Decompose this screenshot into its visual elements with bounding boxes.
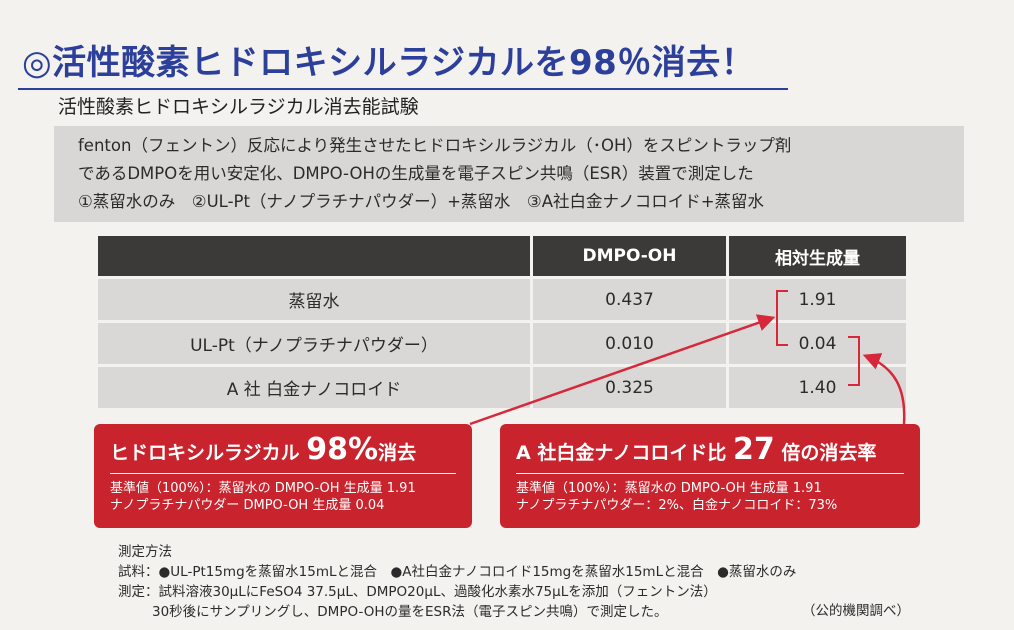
bracket-right (848, 336, 860, 386)
description-box: fenton（フェントン）反応により発生させたヒドロキシルラジカル（･OH）をス… (54, 126, 964, 222)
table-header (98, 236, 530, 276)
method-line: 30秒後にサンプリングし、DMPO-OHの量をESR法（電子スピン共鳴）で測定し… (152, 604, 668, 620)
row-dmpo-oh: 0.437 (530, 276, 726, 320)
arrow-to-bracket-right (862, 353, 906, 425)
bracket-left (776, 290, 788, 346)
callout-title-prefix: A 社白金ナノコロイド比 (516, 442, 727, 464)
row-label: A 社 白金ナノコロイド (98, 364, 530, 408)
method-line: 測定：試料溶液30μLにFeSO4 37.5μL、DMPO20μL、過酸化水素水… (118, 584, 717, 600)
table-header-relative: 相対生成量 (726, 236, 906, 276)
row-label: 蒸留水 (98, 276, 530, 320)
callout-title-prefix: ヒドロキシルラジカル (110, 442, 300, 464)
table-row: UL-Pt（ナノプラチナパウダー） 0.010 0.04 (98, 320, 906, 364)
description-line: fenton（フェントン）反応により発生させたヒドロキシルラジカル（･OH）をス… (78, 136, 792, 155)
row-label: UL-Pt（ナノプラチナパウダー） (98, 320, 530, 364)
row-relative: 1.40 (726, 364, 906, 408)
description-line: であるDMPOを用い安定化、DMPO-OHの生成量を電子スピン共鳴（ESR）装置… (78, 164, 754, 183)
callout-title-suffix: 倍の消去率 (781, 442, 877, 464)
callout-title-big: 27 (733, 432, 775, 467)
method-section: 測定方法 試料：●UL-Pt15mgを蒸留水15mLと混合 ●A社白金ナノコロイ… (118, 542, 938, 622)
callout-27-times: A 社白金ナノコロイド比 27 倍の消去率 基準値（100%）：蒸留水の DMP… (500, 424, 920, 528)
callout-98-percent: ヒドロキシルラジカル 98%消去 基準値（100%）：蒸留水の DMPO-OH … (94, 424, 472, 528)
table-header-row: DMPO-OH 相対生成量 (98, 236, 906, 276)
arrow-to-bracket-left (469, 314, 776, 426)
source-note: （公的機関調べ） (802, 603, 910, 619)
method-heading: 測定方法 (118, 544, 172, 560)
callout-note: 基準値（100%）：蒸留水の DMPO-OH 生成量 1.91 (110, 481, 416, 496)
callout-title: ヒドロキシルラジカル 98%消去 (110, 430, 456, 473)
method-line: 試料：●UL-Pt15mgを蒸留水15mLと混合 ●A社白金ナノコロイド15mg… (118, 564, 797, 580)
row-dmpo-oh: 0.010 (530, 320, 726, 364)
headline-underline (18, 88, 788, 90)
callout-title-big: 98% (306, 432, 379, 467)
callout-divider (110, 473, 456, 474)
test-subtitle: 活性酸素ヒドロキシルラジカル消去能試験 (58, 96, 419, 118)
callout-title: A 社白金ナノコロイド比 27 倍の消去率 (516, 430, 904, 473)
description-line: ①蒸留水のみ ②UL-Pt（ナノプラチナパウダー）+蒸留水 ③A社白金ナノコロイ… (78, 192, 765, 211)
row-dmpo-oh: 0.325 (530, 364, 726, 408)
callout-divider (516, 473, 904, 474)
callout-note: ナノプラチナパウダー DMPO-OH 生成量 0.04 (110, 498, 385, 513)
callout-note: ナノプラチナパウダー：2%、白金ナノコロイド：73% (516, 498, 838, 513)
row-relative: 1.91 (726, 276, 906, 320)
results-table: DMPO-OH 相対生成量 蒸留水 0.437 1.91 UL-Pt（ナノプラチ… (98, 236, 906, 408)
table-row: 蒸留水 0.437 1.91 (98, 276, 906, 320)
callout-note: 基準値（100%）：蒸留水の DMPO-OH 生成量 1.91 (516, 481, 822, 496)
callout-title-suffix: 消去 (378, 442, 417, 464)
table-header-dmpo-oh: DMPO-OH (530, 236, 726, 276)
table-row: A 社 白金ナノコロイド 0.325 1.40 (98, 364, 906, 408)
headline: ◎活性酸素ヒドロキシルラジカルを98％消去！ (22, 43, 756, 83)
